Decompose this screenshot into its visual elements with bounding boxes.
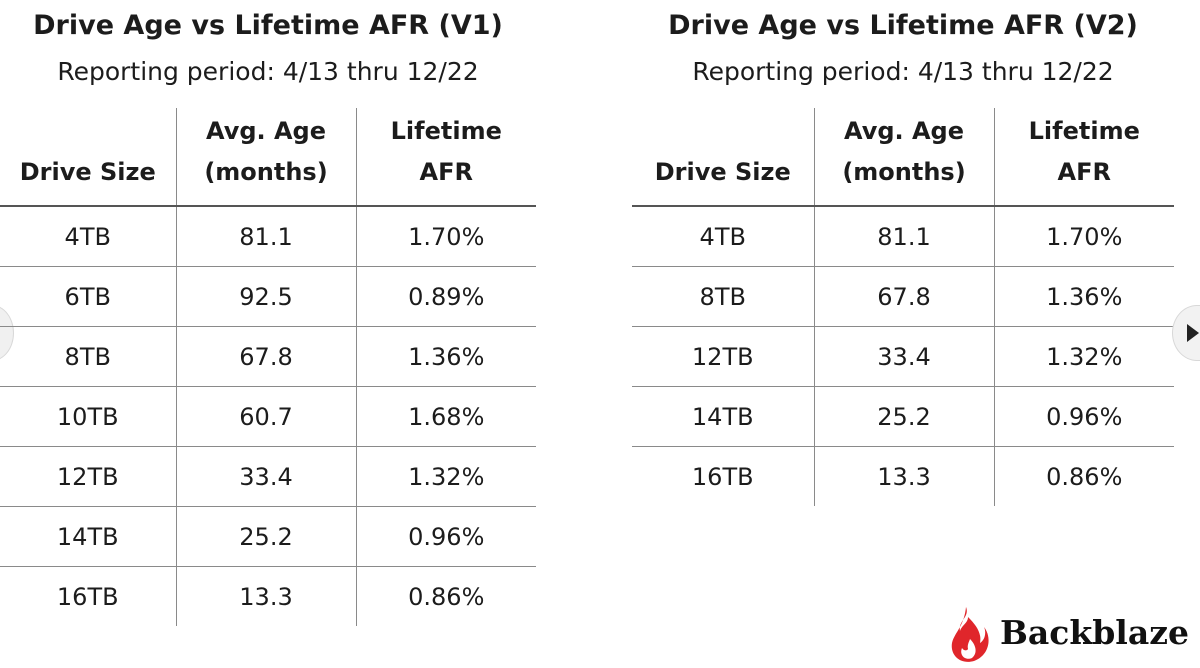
table-row: 4TB 81.1 1.70% <box>632 206 1174 267</box>
table-row: 14TB 25.2 0.96% <box>632 386 1174 447</box>
lifetime-afr-cell: 0.96% <box>993 386 1174 447</box>
flame-icon <box>951 607 989 662</box>
drive-size-cell: 6TB <box>0 266 176 327</box>
lifetime-afr-cell: 1.36% <box>355 326 536 387</box>
avg-age-cell: 60.7 <box>175 386 356 447</box>
header-label-line: Lifetime <box>1028 117 1140 145</box>
header-row: Drive Size Avg. Age (months) Lifetime AFR <box>632 108 1174 207</box>
table-subtitle: Reporting period: 4/13 thru 12/22 <box>692 57 1114 86</box>
avg-age-cell: 13.3 <box>175 566 356 626</box>
lifetime-afr-cell: 0.86% <box>355 566 536 626</box>
lifetime-afr-cell: 1.70% <box>355 206 536 267</box>
table-row: 8TB 67.8 1.36% <box>0 326 536 387</box>
avg-age-cell: 25.2 <box>175 506 356 567</box>
avg-age-cell: 67.8 <box>813 266 994 327</box>
backblaze-logo: Backblaze <box>948 603 1194 665</box>
chevron-right-icon <box>1187 324 1199 342</box>
drive-size-cell: 14TB <box>0 506 176 567</box>
drive-size-cell: 4TB <box>64 222 111 251</box>
table-row: 8TB 67.8 1.36% <box>632 266 1174 327</box>
afr-table: Drive Size Avg. Age (months) Lifetime AFR 4T… <box>632 108 1174 506</box>
lifetime-afr-cell: 1.36% <box>993 266 1174 327</box>
drive-size-cell: 4TB <box>699 222 746 251</box>
drive-size-cell: 12TB <box>632 326 814 387</box>
header-label-line: Drive Size <box>19 158 156 186</box>
avg-age-cell: 81.1 <box>175 206 356 267</box>
header-label-line: Drive Size <box>654 158 791 186</box>
header-row: Drive Size Avg. Age (months) Lifetime AFR <box>0 108 536 207</box>
column-header: Lifetime AFR <box>355 108 536 207</box>
column-header: Lifetime AFR <box>993 108 1174 207</box>
lifetime-afr-cell: 1.32% <box>993 326 1174 387</box>
header-label-line: (months) <box>204 158 328 186</box>
lifetime-afr-cell: 0.89% <box>355 266 536 327</box>
lifetime-afr-cell: 0.96% <box>355 506 536 567</box>
avg-age-cell: 33.4 <box>175 446 356 507</box>
header-label-line: Avg. Age <box>205 117 327 145</box>
header-label-line: AFR <box>419 158 473 186</box>
drive-size-cell: 14TB <box>632 386 814 447</box>
avg-age-cell: 25.2 <box>813 386 994 447</box>
drive-size-cell: 16TB <box>0 566 176 626</box>
table-subtitle: Reporting period: 4/13 thru 12/22 <box>57 57 479 86</box>
column-header: Avg. Age (months) <box>175 108 356 207</box>
header-label-line: AFR <box>1057 158 1111 186</box>
lifetime-afr-cell: 1.68% <box>355 386 536 447</box>
table-row: 12TB 33.4 1.32% <box>632 326 1174 387</box>
afr-table: Drive Size Avg. Age (months) Lifetime AFR 4T… <box>0 108 536 626</box>
table-title: Drive Age vs Lifetime AFR (V2) <box>668 10 1138 41</box>
column-header: Drive Size <box>0 108 176 207</box>
avg-age-cell: 13.3 <box>813 446 994 506</box>
column-header: Avg. Age (months) <box>813 108 994 207</box>
drive-size-cell: 16TB <box>632 446 814 506</box>
header-label-line: (months) <box>842 158 966 186</box>
lifetime-afr-cell: 1.32% <box>355 446 536 507</box>
table-row: 6TB 92.5 0.89% <box>0 266 536 327</box>
header-label-line: Avg. Age <box>843 117 965 145</box>
lifetime-afr-cell: 1.70% <box>993 206 1174 267</box>
drive-size-cell: 10TB <box>0 386 176 447</box>
column-header: Drive Size <box>632 108 814 207</box>
avg-age-cell: 33.4 <box>813 326 994 387</box>
logo-text: Backblaze <box>1000 613 1189 652</box>
next-slide-button[interactable] <box>1172 305 1200 361</box>
drive-size-cell: 12TB <box>0 446 176 507</box>
table-row: 4TB 81.1 1.70% <box>0 206 536 267</box>
table-row: 16TB 13.3 0.86% <box>632 446 1174 506</box>
drive-size-cell: 8TB <box>0 326 176 387</box>
avg-age-cell: 81.1 <box>813 206 994 267</box>
header-label-line: Lifetime <box>390 117 502 145</box>
table-row: 16TB 13.3 0.86% <box>0 566 536 626</box>
lifetime-afr-cell: 0.86% <box>993 446 1174 506</box>
drive-size-cell: 8TB <box>632 266 814 327</box>
table-row: 10TB 60.7 1.68% <box>0 386 536 447</box>
avg-age-cell: 67.8 <box>175 326 356 387</box>
table-row: 14TB 25.2 0.96% <box>0 506 536 567</box>
table-row: 12TB 33.4 1.32% <box>0 446 536 507</box>
avg-age-cell: 92.5 <box>175 266 356 327</box>
table-title: Drive Age vs Lifetime AFR (V1) <box>33 10 503 41</box>
